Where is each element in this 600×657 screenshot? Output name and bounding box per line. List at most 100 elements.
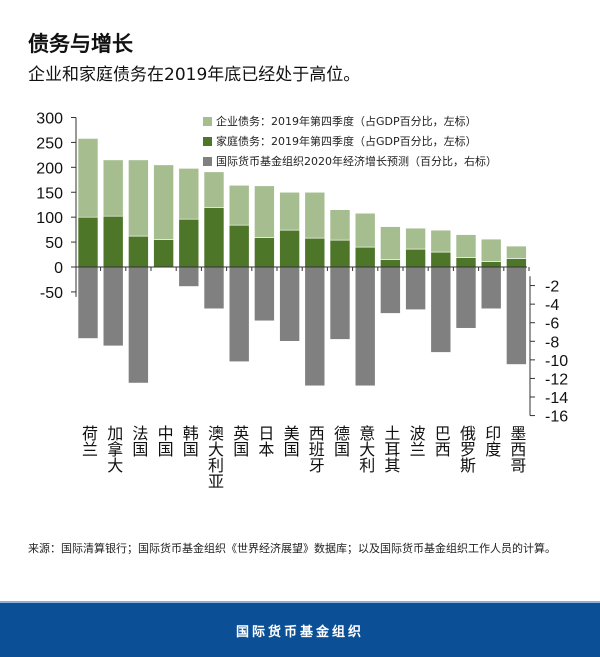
- x-axis-label: 中国: [154, 425, 174, 457]
- growth-bar: [304, 266, 326, 387]
- legend-item-household: 家庭债务：2019年第四季度（占GDP百分比，左标）: [203, 131, 497, 151]
- growth-bar: [228, 266, 250, 363]
- household-debt-bar: [128, 235, 149, 268]
- right-axis-tick-label: -14: [545, 390, 568, 407]
- corporate-debt-bar: [203, 171, 225, 208]
- legend: 企业债务：2019年第四季度（占GDP百分比，左标） 家庭债务：2019年第四季…: [203, 111, 497, 171]
- growth-bar: [480, 266, 502, 310]
- x-axis-label: 俄罗斯: [457, 425, 476, 473]
- footer-org: 国际货币基金组织: [235, 625, 364, 640]
- left-axis-tick-label: 250: [36, 135, 63, 152]
- left-axis-tick-label: 200: [36, 160, 63, 177]
- chart-subtitle: 企业和家庭债务在2019年底已经处于高位。: [28, 65, 361, 85]
- legend-label: 家庭债务：2019年第四季度（占GDP百分比，左标）: [216, 135, 477, 148]
- corporate-debt-bar: [254, 185, 275, 238]
- legend-swatch: [203, 156, 212, 166]
- legend-item-corporate: 企业债务：2019年第四季度（占GDP百分比，左标）: [203, 111, 497, 131]
- household-debt-bar: [430, 251, 452, 268]
- x-axis-label: 美国: [280, 425, 300, 457]
- growth-bar: [354, 266, 376, 387]
- growth-bar: [128, 266, 149, 384]
- x-axis-label: 墨西哥: [507, 425, 527, 473]
- x-axis-label: 日本: [255, 425, 275, 457]
- growth-bar: [203, 266, 225, 310]
- left-axis-tick-label: 50: [45, 235, 63, 252]
- household-debt-bar: [304, 237, 326, 268]
- left-axis-tick-label: 0: [54, 260, 63, 277]
- household-debt-bar: [329, 239, 351, 268]
- corporate-debt-bar: [354, 212, 376, 248]
- household-debt-bar: [178, 218, 200, 268]
- growth-bar: [254, 266, 275, 322]
- household-debt-bar: [480, 261, 502, 268]
- household-debt-bar: [506, 258, 527, 268]
- right-axis-tick-label: -10: [545, 353, 568, 370]
- corporate-debt-bar: [178, 168, 200, 220]
- corporate-debt-bar: [455, 234, 477, 258]
- legend-swatch: [203, 136, 212, 146]
- growth-bar: [430, 266, 452, 353]
- growth-bar: [77, 266, 99, 339]
- x-axis-label: 德国: [331, 425, 350, 457]
- household-debt-bar: [354, 246, 376, 268]
- legend-label: 企业债务：2019年第四季度（占GDP百分比，左标）: [216, 115, 477, 128]
- corporate-debt-bar: [279, 191, 300, 231]
- chart-title: 债务与增长: [28, 32, 133, 56]
- household-debt-bar: [228, 224, 250, 268]
- corporate-debt-bar: [128, 159, 149, 237]
- debt-growth-chart: 300 250 200 150 100 50 0 -50 -2-4 -6-8 -10-12 -14 -1…: [36, 111, 568, 426]
- growth-bar: [405, 266, 426, 311]
- household-debt-bar: [102, 215, 124, 268]
- right-axis-tick-label: -2: [545, 279, 559, 296]
- household-debt-bar: [254, 237, 275, 268]
- household-debt-bar: [77, 216, 99, 268]
- corporate-debt-bar: [228, 184, 250, 226]
- corporate-debt-bar: [153, 164, 174, 240]
- x-axis-label: 西班牙: [305, 425, 325, 473]
- right-axis-tick-label: -6: [545, 316, 559, 333]
- corporate-debt-bar: [430, 229, 452, 253]
- corporate-debt-bar: [480, 238, 502, 262]
- growth-bar: [102, 266, 124, 347]
- footer-bar: 国际货币基金组织: [0, 601, 600, 657]
- x-axis-label: 巴西: [431, 425, 451, 457]
- corporate-debt-bar: [304, 191, 326, 239]
- x-axis-label: 英国: [230, 425, 250, 457]
- x-axis-label: 荷兰: [79, 425, 98, 457]
- left-axis-tick-label: 100: [36, 210, 63, 227]
- right-axis-tick-label: -12: [545, 371, 568, 388]
- x-axis-label: 意大利: [356, 425, 376, 473]
- legend-item-growth: 国际货币基金组织2020年经济增长预测（百分比，右标）: [203, 151, 497, 171]
- corporate-debt-bar: [77, 138, 99, 218]
- household-debt-bar: [405, 248, 426, 268]
- right-axis-tick-label: -8: [545, 334, 559, 351]
- legend-swatch: [203, 116, 212, 126]
- x-axis-label: 韩国: [179, 425, 199, 457]
- right-axis-tick-label: -4: [545, 297, 559, 314]
- corporate-debt-bar: [380, 226, 401, 260]
- corporate-debt-bar: [102, 159, 124, 217]
- left-axis-tick-label: 150: [36, 185, 63, 202]
- x-axis-label: 土耳其: [381, 425, 401, 473]
- x-axis-label: 波兰: [406, 425, 426, 457]
- right-axis-tick-label: -16: [545, 409, 568, 426]
- left-axis-tick-label: -50: [40, 285, 63, 302]
- corporate-debt-bar: [405, 227, 426, 250]
- source-note: 来源：国际清算银行；国际货币基金组织《世界经济展望》数据库；以及国际货币基金组织…: [28, 542, 556, 555]
- legend-label: 国际货币基金组织2020年经济增长预测（百分比，右标）: [216, 155, 497, 168]
- growth-bar: [506, 266, 527, 365]
- growth-bar: [455, 266, 477, 329]
- growth-bar: [380, 266, 401, 314]
- x-axis-label: 加拿大: [104, 425, 124, 473]
- corporate-debt-bar: [329, 209, 351, 241]
- corporate-debt-bar: [506, 245, 527, 259]
- growth-bar: [178, 266, 200, 287]
- x-axis-label: 印度: [482, 425, 502, 457]
- household-debt-bar: [153, 239, 174, 268]
- household-debt-bar: [203, 207, 225, 268]
- household-debt-bar: [279, 229, 300, 268]
- x-axis-label: 法国: [129, 425, 149, 457]
- household-debt-bar: [380, 259, 401, 268]
- x-axis-label: 澳大利亚: [205, 425, 224, 489]
- growth-bar: [279, 266, 300, 342]
